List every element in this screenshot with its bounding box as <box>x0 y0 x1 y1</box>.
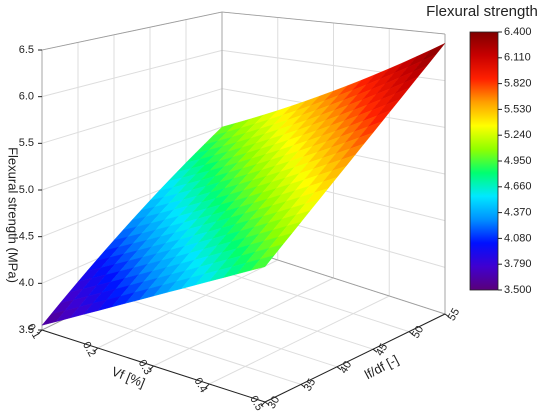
x-tick-label: 0.2 <box>80 340 98 359</box>
y-tick-label: 55 <box>446 306 463 323</box>
y-tick <box>336 366 342 371</box>
z-tick-label: 5.5 <box>19 137 34 149</box>
colorbar-tick-label: 4.080 <box>504 232 532 244</box>
x-tick <box>37 329 43 335</box>
x-tick-label: 0.4 <box>191 376 209 395</box>
y-tick <box>372 348 378 353</box>
grid-line <box>77 311 302 385</box>
y-tick <box>264 401 270 406</box>
surface-patch <box>250 255 275 271</box>
grid-line <box>97 259 278 349</box>
y-tick-label: 30 <box>266 394 283 411</box>
x-tick-label: 0.5 <box>247 394 265 411</box>
grid-line <box>41 88 223 144</box>
colorbar-tick-label: 4.370 <box>504 207 532 219</box>
y-tick <box>408 331 414 336</box>
grid-line <box>209 295 390 385</box>
axis-line <box>264 313 446 403</box>
grid-line <box>41 126 223 191</box>
surface-patch <box>421 43 446 62</box>
colorbar-title: Flexural strength <box>426 3 538 20</box>
z-tick-label: 6.5 <box>19 44 34 56</box>
x-tick <box>260 401 266 407</box>
colorbar-tick-label: 6.110 <box>504 52 531 64</box>
y-tick-label: 35 <box>302 377 319 394</box>
box-edge <box>41 11 223 51</box>
colorbar-tick-label: 5.530 <box>504 103 532 115</box>
y-tick-label: 50 <box>410 324 427 341</box>
x-tick <box>149 365 154 371</box>
y-tick <box>444 313 450 318</box>
y-tick-label: 45 <box>374 342 391 359</box>
z-tick-label: 5.0 <box>19 184 34 196</box>
colorbar-tick-label: 3.500 <box>504 284 532 296</box>
colorbar <box>469 31 499 291</box>
colorbar-tick-label: 5.240 <box>504 129 532 141</box>
grid-line <box>113 294 338 368</box>
grid-line <box>153 277 334 367</box>
colorbar-tick-label: 4.950 <box>504 155 532 167</box>
grid-line <box>149 276 374 350</box>
z-tick-label: 3.5 <box>19 324 34 336</box>
x-tick <box>93 347 99 353</box>
z-tick-label: 4.5 <box>19 231 34 243</box>
colorbar-tick-label: 5.820 <box>504 78 532 90</box>
colorbar-tick-label: 3.790 <box>504 258 532 270</box>
x-tick <box>204 383 210 389</box>
z-tick-label: 4.0 <box>19 277 34 289</box>
box-edge <box>221 11 446 35</box>
grid-line <box>41 49 223 98</box>
colorbar-tick-label: 4.660 <box>504 181 532 193</box>
colorbar-tick-label: 6.400 <box>504 26 532 38</box>
y-tick-label: 40 <box>338 359 355 376</box>
y-tick <box>300 383 306 388</box>
z-axis-label: Flexural strength (MPa) <box>6 147 21 283</box>
z-tick-label: 6.0 <box>19 91 34 103</box>
